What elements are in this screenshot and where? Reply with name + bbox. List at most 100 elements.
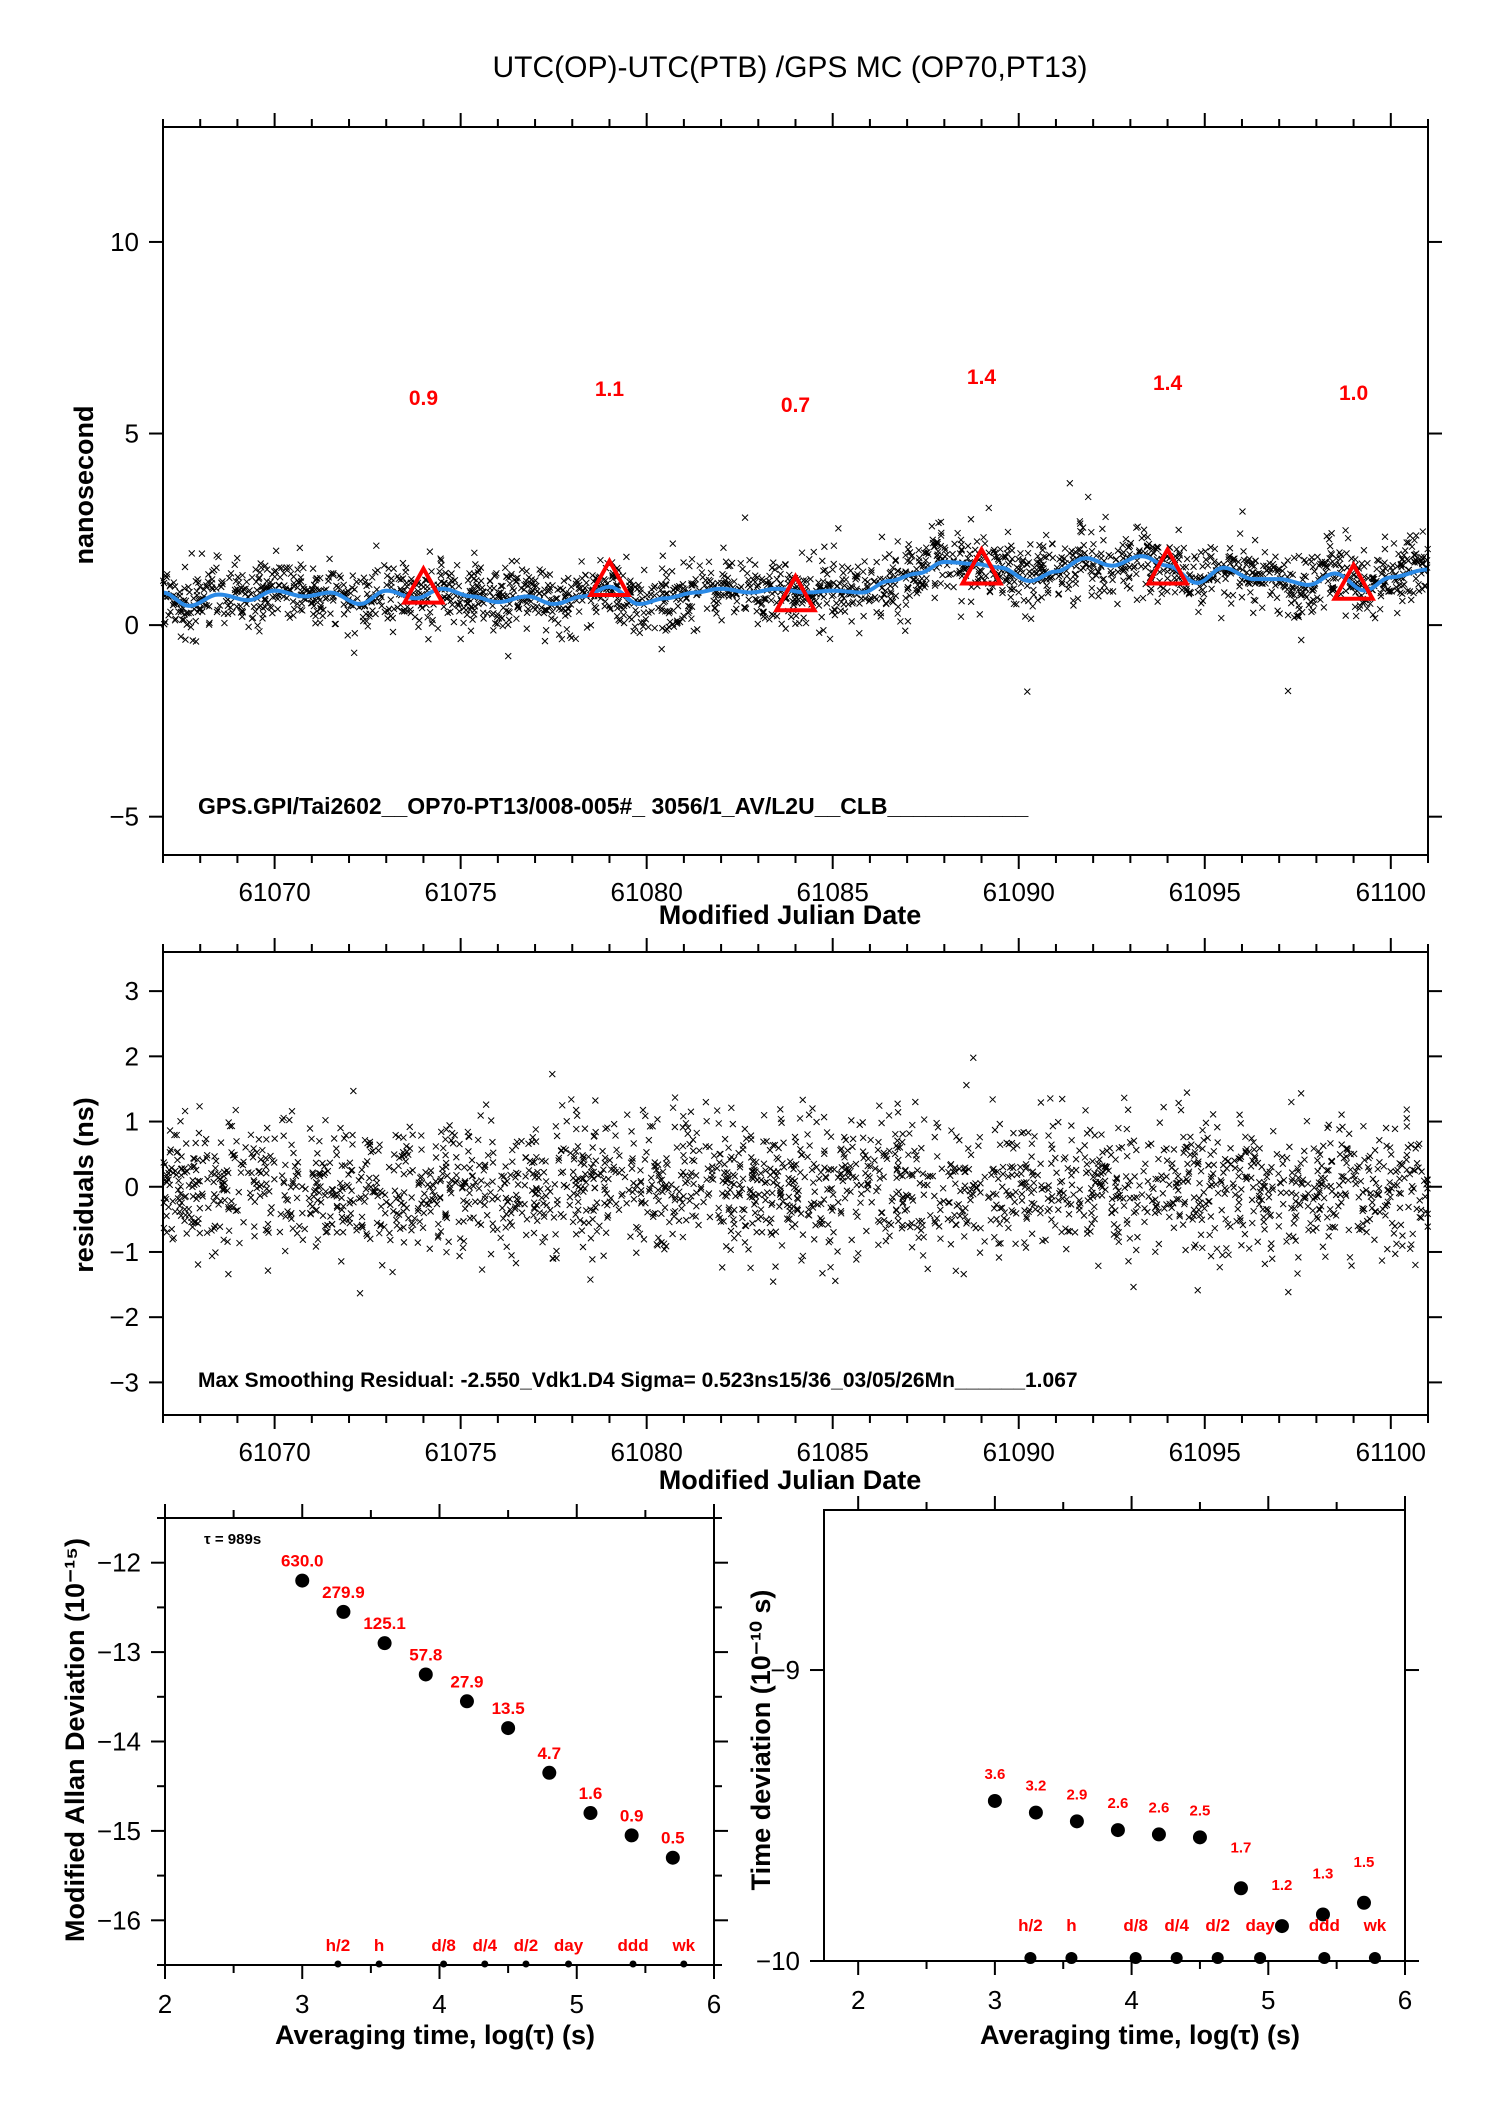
data-point-x: [1017, 549, 1024, 557]
mdev-point: [665, 1850, 680, 1865]
data-point-x: [391, 1187, 399, 1195]
data-point-x: [276, 1228, 284, 1236]
data-point-x: [640, 566, 648, 574]
data-point-x: [1160, 566, 1167, 574]
data-point-x: [886, 1147, 893, 1155]
data-point-x: [1068, 547, 1076, 555]
data-point-x: [386, 1229, 393, 1237]
data-point-x: [790, 599, 798, 606]
data-point-x: [462, 606, 470, 614]
data-point-x: [483, 1211, 491, 1219]
data-point-x: [838, 592, 846, 600]
data-point-x: [1297, 636, 1305, 644]
data-point-x: [967, 598, 975, 606]
data-point-x: [718, 591, 725, 599]
data-point-x: [212, 585, 220, 592]
data-point-x: [659, 552, 667, 560]
data-point-x: [848, 584, 856, 591]
data-point-x: [1390, 1230, 1398, 1237]
data-point-x: [1130, 1209, 1138, 1217]
data-point-x: [967, 1151, 975, 1159]
plot-frame: [162, 126, 1429, 856]
data-point-x: [919, 580, 927, 588]
data-point-x: [683, 595, 690, 603]
tdev-xlabel: Averaging time, log(τ) (s): [980, 2020, 1300, 2050]
data-point-x: [919, 1252, 927, 1259]
data-point-x: [673, 1144, 681, 1151]
data-point-x: [1295, 552, 1303, 560]
data-point-x: [196, 583, 204, 591]
data-point-x: [256, 1192, 264, 1200]
data-point-x: [319, 612, 327, 620]
data-point-x: [1303, 1117, 1311, 1125]
y-tick-label: 3: [125, 976, 139, 1006]
data-point-x: [337, 1257, 345, 1265]
data-point-x: [523, 599, 531, 607]
data-point-x: [713, 610, 720, 617]
data-point-x: [1156, 1119, 1164, 1126]
data-point-x: [937, 532, 945, 539]
data-point-x: [933, 1214, 941, 1222]
data-point-x: [1371, 1236, 1378, 1244]
data-point-x: [666, 608, 674, 615]
data-point-x: [1125, 574, 1133, 582]
data-point-x: [933, 538, 941, 546]
data-point-x: [1248, 1196, 1256, 1204]
data-point-x: [591, 1184, 599, 1192]
data-point-x: [700, 1198, 707, 1206]
data-point-x: [1318, 1180, 1326, 1188]
data-point-x: [592, 1128, 600, 1136]
data-point-x: [791, 1177, 799, 1185]
data-point-x: [885, 1112, 893, 1119]
data-point-x: [181, 1107, 189, 1115]
data-point-x: [469, 616, 476, 623]
data-point-x: [885, 551, 893, 558]
data-point-x: [1234, 558, 1242, 566]
data-point-x: [1291, 597, 1299, 604]
data-point-x: [1114, 547, 1122, 555]
data-point-x: [606, 1156, 614, 1164]
data-point-x: [194, 1261, 202, 1268]
reference-label: d/8: [431, 1936, 456, 1955]
data-point-x: [320, 1163, 328, 1170]
data-point-x: [793, 1205, 801, 1213]
data-point-x: [447, 577, 455, 584]
data-point-x: [471, 560, 479, 568]
data-point-x: [256, 627, 263, 635]
data-point-x: [512, 1169, 520, 1177]
data-point-x: [1150, 549, 1158, 557]
data-point-x: [466, 1189, 473, 1197]
data-point-x: [216, 602, 224, 609]
x-tick-label: 61075: [424, 877, 496, 907]
data-point-x: [408, 1194, 416, 1201]
data-point-x: [264, 1220, 272, 1228]
data-point-x: [930, 543, 938, 551]
data-point-x: [1237, 1120, 1245, 1127]
data-point-x: [196, 1229, 204, 1237]
data-point-x: [630, 1195, 638, 1203]
data-point-x: [534, 1168, 541, 1176]
data-point-x: [1259, 580, 1266, 587]
data-point-x: [442, 1213, 449, 1221]
data-point-x: [1132, 1246, 1140, 1254]
data-point-x: [741, 604, 749, 611]
data-point-x: [1051, 1154, 1059, 1162]
data-point-x: [178, 1153, 185, 1160]
data-point-x: [901, 627, 909, 635]
data-point-x: [720, 544, 727, 552]
data-point-x: [716, 1150, 724, 1158]
data-point-x: [641, 1112, 649, 1120]
data-point-x: [1415, 581, 1422, 588]
data-point-x: [1314, 1167, 1322, 1175]
data-point-x: [1196, 572, 1204, 580]
data-point-x: [239, 608, 247, 616]
data-point-x: [1210, 1161, 1218, 1169]
data-point-x: [1048, 540, 1056, 547]
data-point-x: [182, 1140, 190, 1147]
data-point-x: [704, 1191, 712, 1199]
data-point-x: [1297, 1160, 1305, 1167]
data-point-x: [1345, 1226, 1353, 1234]
data-point-x: [1132, 1208, 1140, 1215]
x-tick-label: 6: [707, 1989, 721, 2019]
data-point-x: [800, 614, 807, 622]
